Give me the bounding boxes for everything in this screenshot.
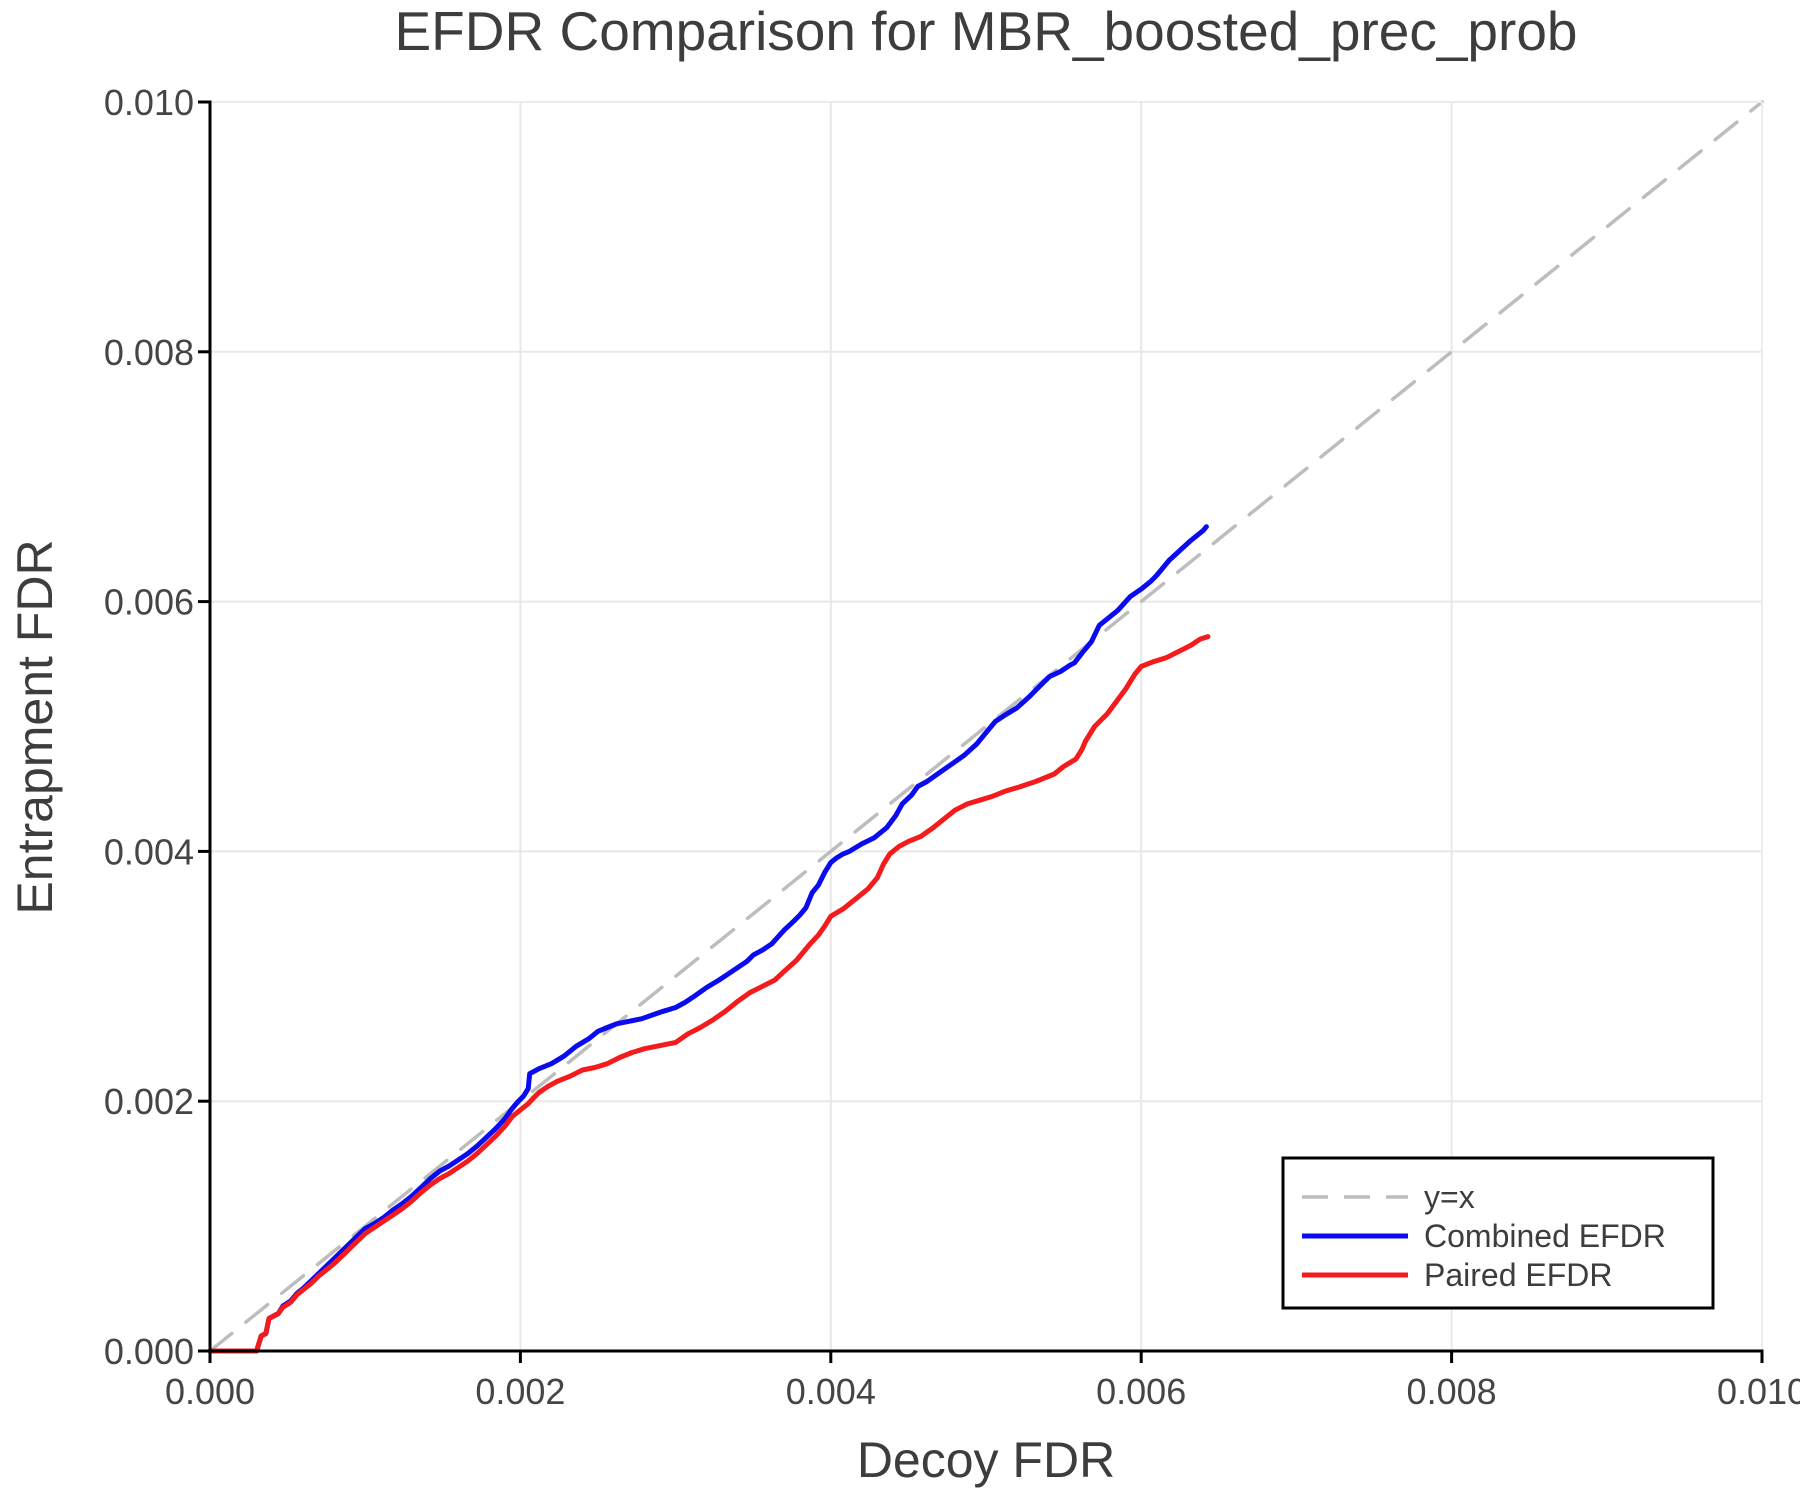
y-tick-label: 0.010 bbox=[104, 82, 194, 123]
axis-ticks bbox=[198, 100, 1764, 1363]
x-axis-label: Decoy FDR bbox=[857, 1432, 1115, 1488]
series-line-combined-efdr bbox=[207, 524, 1209, 1354]
legend-box bbox=[1281, 1156, 1715, 1310]
series-line-y-x bbox=[208, 100, 1764, 1353]
series-lines bbox=[207, 100, 1764, 1354]
x-tick-label: 0.006 bbox=[1096, 1371, 1186, 1412]
axis-tick-labels: 0.000 0.002 0.004 0.006 0.008 0.010 0.000 0.002… bbox=[104, 82, 1800, 1412]
x-tick-label: 0.002 bbox=[475, 1371, 565, 1412]
x-tick-label: 0.004 bbox=[786, 1371, 876, 1412]
chart-title: EFDR Comparison for MBR_boosted_prec_pro… bbox=[394, 0, 1577, 62]
legend: y=x Combined EFDR Paired EFDR bbox=[1281, 1156, 1715, 1310]
legend-label-identity: y=x bbox=[1424, 1179, 1475, 1215]
y-axis-label: Entrapment FDR bbox=[7, 539, 63, 914]
y-tick-label: 0.000 bbox=[104, 1331, 194, 1372]
legend-label-paired: Paired EFDR bbox=[1424, 1257, 1613, 1293]
x-tick-label: 0.000 bbox=[165, 1371, 255, 1412]
y-tick-label: 0.006 bbox=[104, 582, 194, 623]
y-tick-label: 0.008 bbox=[104, 332, 194, 373]
legend-label-combined: Combined EFDR bbox=[1424, 1218, 1666, 1254]
x-tick-label: 0.008 bbox=[1407, 1371, 1497, 1412]
y-tick-label: 0.002 bbox=[104, 1081, 194, 1122]
x-tick-label: 0.010 bbox=[1717, 1371, 1800, 1412]
y-tick-label: 0.004 bbox=[104, 831, 194, 872]
series-line-paired-efdr bbox=[207, 634, 1211, 1354]
